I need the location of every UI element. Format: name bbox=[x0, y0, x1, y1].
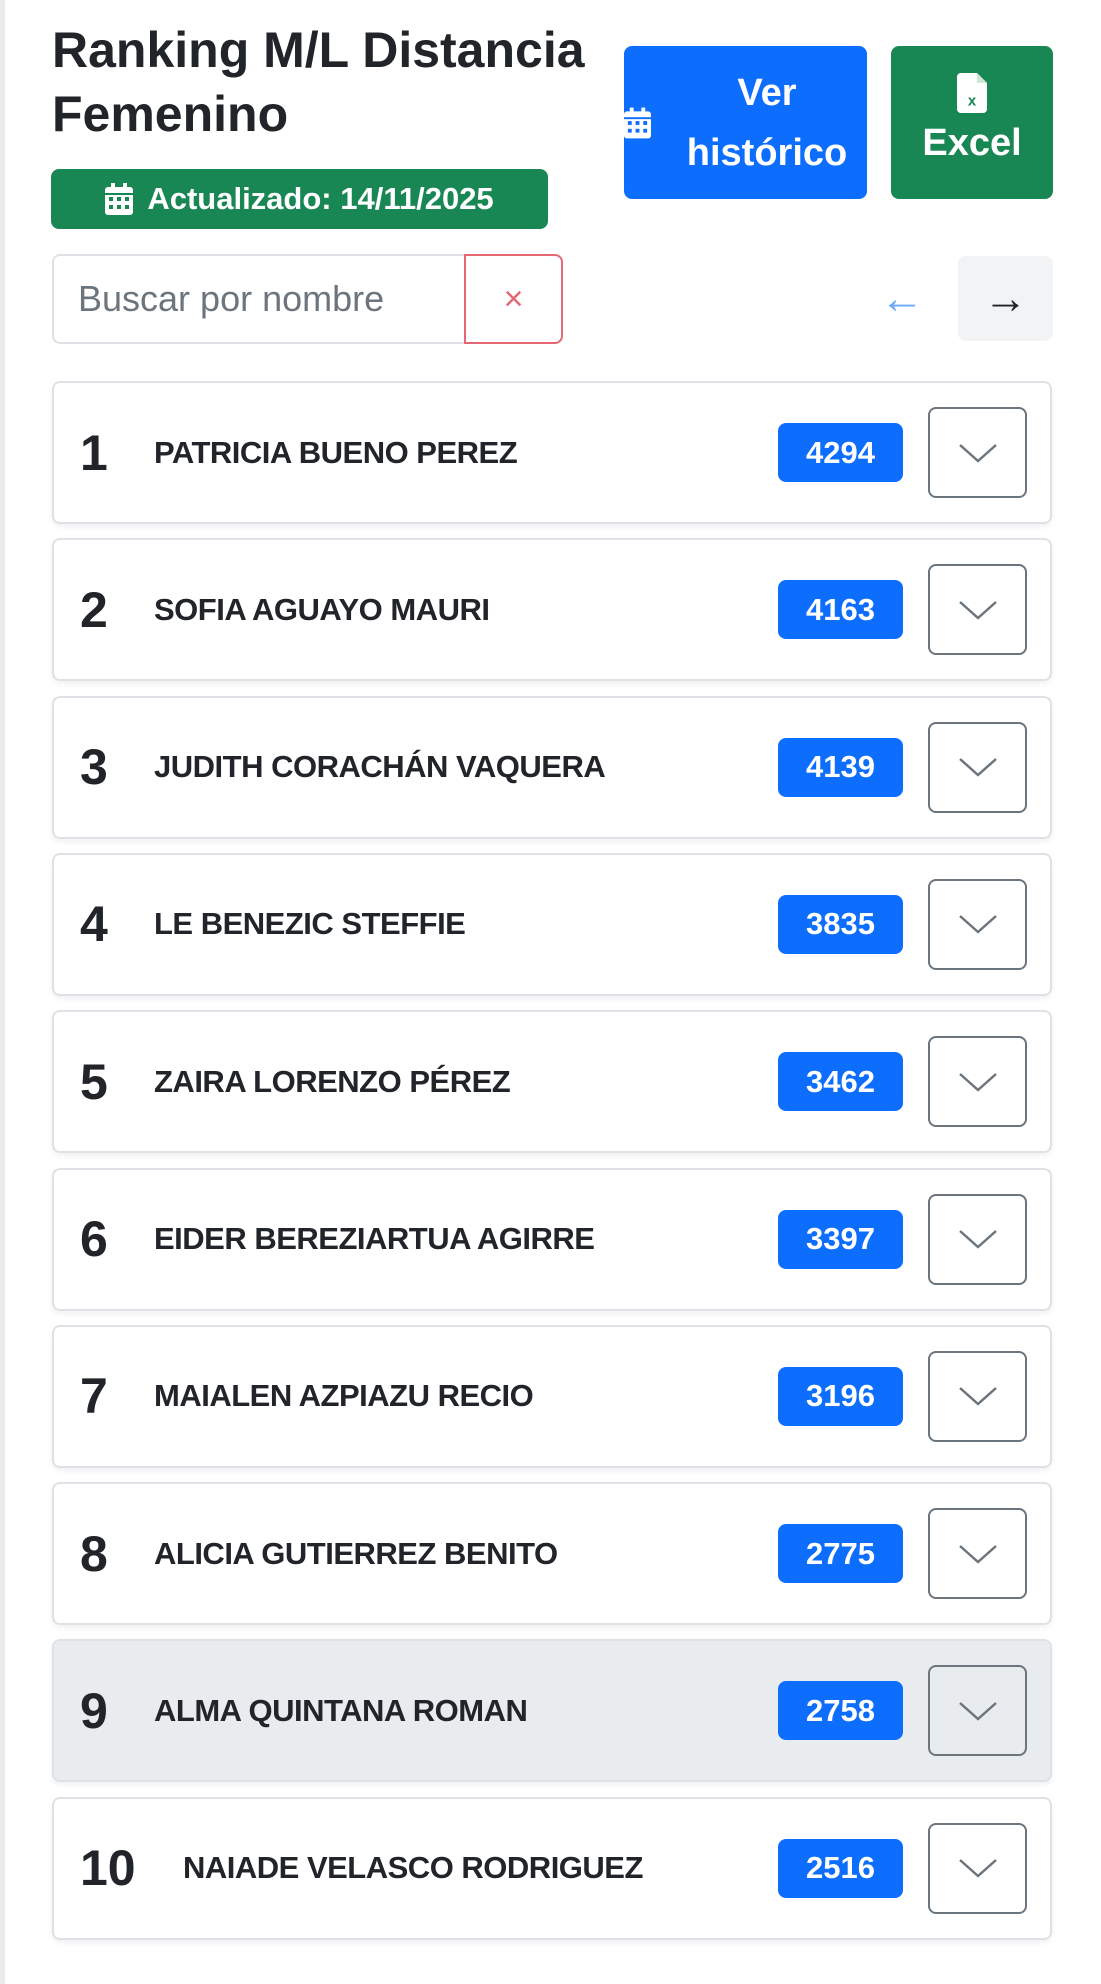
athlete-name: PATRICIA BUENO PEREZ bbox=[154, 434, 518, 470]
clear-search-button[interactable]: × bbox=[464, 254, 563, 344]
chevron-down-icon bbox=[958, 1544, 997, 1564]
rank-number: 5 bbox=[80, 1053, 108, 1110]
rank-number: 1 bbox=[80, 424, 108, 481]
athlete-name: ALMA QUINTANA ROMAN bbox=[154, 1692, 528, 1728]
points-badge: 2775 bbox=[778, 1524, 903, 1584]
excel-button[interactable]: x Excel bbox=[891, 46, 1053, 199]
points-badge: 2758 bbox=[778, 1681, 903, 1741]
athlete-name: SOFIA AGUAYO MAURI bbox=[154, 591, 490, 627]
athlete-name: JUDITH CORACHÁN VAQUERA bbox=[154, 749, 606, 785]
rank-number: 2 bbox=[80, 581, 108, 638]
ranking-row[interactable]: 8 ALICIA GUTIERREZ BENITO 2775 bbox=[52, 1482, 1052, 1626]
rank-number: 8 bbox=[80, 1525, 108, 1582]
rank-number: 4 bbox=[80, 896, 108, 953]
rank-number: 3 bbox=[80, 739, 108, 796]
chevron-down-icon bbox=[958, 1072, 997, 1092]
expand-row-button[interactable] bbox=[928, 1036, 1027, 1128]
calendar-icon bbox=[105, 183, 134, 215]
page-title: Ranking M/L Distancia Femenino bbox=[52, 22, 585, 142]
ranking-row[interactable]: 5 ZAIRA LORENZO PÉREZ 3462 bbox=[52, 1010, 1052, 1154]
points-badge: 2516 bbox=[778, 1838, 903, 1898]
athlete-name: ALICIA GUTIERREZ BENITO bbox=[154, 1535, 558, 1571]
athlete-name: NAIADE VELASCO RODRIGUEZ bbox=[183, 1850, 643, 1886]
chevron-down-icon bbox=[958, 1859, 997, 1878]
ranking-row[interactable]: 2 SOFIA AGUAYO MAURI 4163 bbox=[52, 538, 1052, 682]
ranking-row[interactable]: 1 PATRICIA BUENO PEREZ 4294 bbox=[52, 381, 1052, 524]
points-badge: 3462 bbox=[778, 1052, 903, 1112]
expand-row-button[interactable] bbox=[928, 564, 1027, 656]
athlete-name: ZAIRA LORENZO PÉREZ bbox=[154, 1063, 511, 1099]
arrow-right-icon: → bbox=[983, 273, 1028, 323]
athlete-name: EIDER BEREZIARTUA AGIRRE bbox=[154, 1221, 595, 1256]
file-excel-icon: x bbox=[957, 72, 987, 113]
chevron-down-icon bbox=[958, 1387, 997, 1406]
rank-number: 7 bbox=[80, 1368, 108, 1425]
expand-row-button[interactable] bbox=[928, 721, 1027, 813]
ranking-row[interactable]: 7 MAIALEN AZPIAZU RECIO 3196 bbox=[52, 1324, 1052, 1468]
close-icon: × bbox=[503, 279, 524, 318]
expand-row-button[interactable] bbox=[928, 878, 1027, 970]
chevron-down-icon bbox=[958, 443, 997, 463]
history-button[interactable]: Ver histórico bbox=[624, 46, 867, 199]
athlete-name: LE BENEZIC STEFFIE bbox=[154, 906, 466, 942]
ranking-row[interactable]: 6 EIDER BEREZIARTUA AGIRRE 3397 bbox=[52, 1167, 1052, 1311]
chevron-down-icon bbox=[958, 600, 997, 620]
points-badge: 4139 bbox=[778, 737, 903, 797]
points-badge: 3397 bbox=[778, 1209, 903, 1269]
rank-number: 9 bbox=[80, 1682, 108, 1739]
expand-row-button[interactable] bbox=[928, 1822, 1027, 1914]
expand-row-button[interactable] bbox=[928, 407, 1027, 498]
rank-number: 6 bbox=[80, 1211, 108, 1267]
rank-number: 10 bbox=[80, 1840, 136, 1897]
chevron-down-icon bbox=[958, 758, 997, 777]
ranking-row[interactable]: 9 ALMA QUINTANA ROMAN 2758 bbox=[52, 1639, 1052, 1783]
next-page-button[interactable]: → bbox=[958, 256, 1053, 341]
search-input[interactable] bbox=[52, 254, 464, 344]
expand-row-button[interactable] bbox=[928, 1508, 1027, 1600]
updated-badge: Actualizado: 14/11/2025 bbox=[51, 169, 548, 229]
page-edge bbox=[0, 0, 5, 1984]
points-badge: 3196 bbox=[778, 1366, 903, 1426]
expand-row-button[interactable] bbox=[928, 1665, 1027, 1757]
updated-label: Actualizado: 14/11/2025 bbox=[147, 181, 494, 216]
calendar-icon bbox=[624, 107, 651, 138]
history-button-label: Ver histórico bbox=[686, 71, 848, 174]
ranking-row[interactable]: 4 LE BENEZIC STEFFIE 3835 bbox=[52, 852, 1052, 996]
svg-text:x: x bbox=[968, 92, 977, 109]
prev-page-button[interactable]: ← bbox=[870, 256, 934, 341]
athlete-name: MAIALEN AZPIAZU RECIO bbox=[154, 1378, 534, 1414]
expand-row-button[interactable] bbox=[928, 1193, 1027, 1285]
points-badge: 4294 bbox=[778, 423, 903, 482]
points-badge: 4163 bbox=[778, 580, 903, 640]
chevron-down-icon bbox=[958, 1230, 997, 1249]
ranking-row[interactable]: 10 NAIADE VELASCO RODRIGUEZ 2516 bbox=[52, 1796, 1052, 1940]
excel-button-label: Excel bbox=[922, 121, 1022, 164]
ranking-row[interactable]: 3 JUDITH CORACHÁN VAQUERA 4139 bbox=[52, 695, 1052, 839]
chevron-down-icon bbox=[958, 1701, 997, 1721]
arrow-left-icon: ← bbox=[880, 273, 924, 323]
points-badge: 3835 bbox=[778, 894, 903, 954]
chevron-down-icon bbox=[958, 915, 997, 935]
expand-row-button[interactable] bbox=[928, 1350, 1027, 1442]
